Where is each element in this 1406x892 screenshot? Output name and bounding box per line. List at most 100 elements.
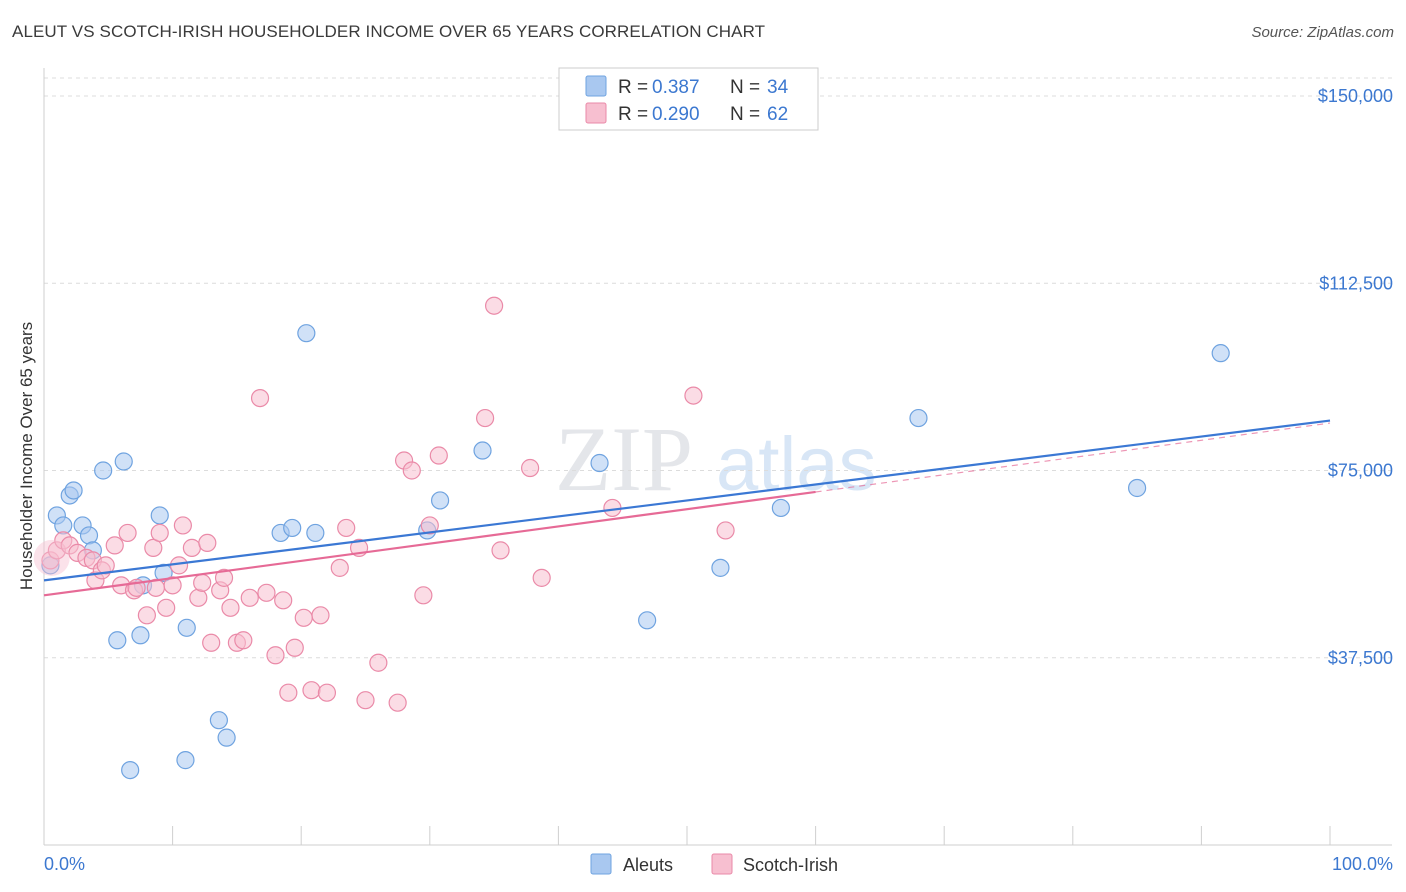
legend-scotch-irish-swatch xyxy=(711,853,733,875)
scotch-irish-point xyxy=(279,683,298,702)
axes xyxy=(43,68,1392,846)
scotch-irish-point xyxy=(420,516,439,535)
scotch-irish-points xyxy=(33,296,735,712)
scotch-irish-r-value: 0.290 xyxy=(652,104,700,125)
scotch-irish-point xyxy=(317,683,337,702)
scotch-irish-trend-extension xyxy=(815,422,1331,493)
y-tick-label: $112,500 xyxy=(1319,273,1393,293)
scotch-irish-point xyxy=(414,586,433,605)
scotch-irish-trend-line xyxy=(43,490,816,597)
aleut-point xyxy=(79,526,99,545)
legend-scotch-irish-label: Scotch-Irish xyxy=(743,855,838,875)
scotch-irish-point xyxy=(173,516,192,535)
aleut-point xyxy=(114,452,133,471)
aleut-n-label: N = xyxy=(730,77,760,98)
x-tick-label: 100.0% xyxy=(1332,854,1393,874)
scotch-irish-point xyxy=(150,523,169,543)
aleut-point xyxy=(590,453,609,473)
scotch-irish-point xyxy=(96,556,115,575)
scotch-irish-point xyxy=(532,568,551,587)
aleut-point xyxy=(131,626,150,645)
scotch-irish-point xyxy=(118,523,137,543)
legend-aleut-label: Aleuts xyxy=(623,855,673,875)
scotch-irish-point xyxy=(302,681,321,700)
scotch-irish-point xyxy=(285,638,304,657)
scotch-irish-point xyxy=(521,458,540,478)
aleut-point xyxy=(154,563,173,582)
x-ticks xyxy=(172,826,1331,845)
scotch-irish-point xyxy=(221,598,240,617)
y-tick-label: $150,000 xyxy=(1318,86,1393,106)
scotch-irish-point xyxy=(716,521,735,540)
scotch-irish-point xyxy=(234,631,253,650)
scotch-irish-point xyxy=(189,588,208,607)
scotch-irish-point xyxy=(214,568,234,587)
scotch-irish-point xyxy=(356,691,375,710)
stats-legend: R = 0.387 N = 34 R = 0.290 N = 62 xyxy=(558,67,819,131)
scotch-irish-point xyxy=(311,606,330,625)
scotch-irish-point xyxy=(240,588,259,607)
aleut-point xyxy=(306,523,325,543)
aleut-point xyxy=(473,441,492,460)
scotch-irish-point xyxy=(429,446,448,465)
y-tick-label: $75,000 xyxy=(1328,461,1393,481)
aleut-point xyxy=(177,618,196,637)
aleut-point xyxy=(209,711,228,730)
aleut-point xyxy=(108,631,127,650)
scotch-irish-swatch xyxy=(585,102,607,124)
scotch-irish-point xyxy=(257,583,276,602)
scotch-irish-n-value: 62 xyxy=(767,104,788,125)
scotch-irish-point xyxy=(491,541,510,560)
aleut-point xyxy=(1211,344,1230,363)
scotch-irish-point xyxy=(202,633,221,652)
aleut-point xyxy=(150,506,169,525)
aleut-point xyxy=(638,611,657,630)
scotch-irish-point xyxy=(369,653,388,672)
aleut-n-value: 34 xyxy=(767,77,789,98)
aleut-point xyxy=(711,558,730,577)
trend-lines xyxy=(43,419,1331,597)
scotch-irish-point xyxy=(105,536,124,555)
scotch-irish-point xyxy=(337,518,356,538)
scotch-irish-r-label: R = xyxy=(618,104,648,125)
scotch-irish-point xyxy=(266,646,285,665)
aleut-point xyxy=(94,461,113,480)
aleut-point xyxy=(1127,478,1147,498)
aleut-r-label: R = xyxy=(618,77,648,98)
legend-aleut-swatch xyxy=(590,853,612,875)
scotch-irish-point xyxy=(402,461,421,480)
aleut-point xyxy=(771,498,790,518)
watermark-zip: ZIP xyxy=(555,408,693,510)
y-tick-labels: $37,500 $75,000 $112,500 $150,000 xyxy=(1318,86,1393,668)
aleut-trend-line xyxy=(43,419,1331,582)
aleut-point xyxy=(909,408,928,428)
scotch-irish-point xyxy=(163,576,182,595)
aleut-point xyxy=(217,728,236,747)
aleut-r-value: 0.387 xyxy=(652,77,700,98)
x-tick-label: 0.0% xyxy=(44,854,85,874)
chart-title: ALEUT VS SCOTCH-IRISH HOUSEHOLDER INCOME… xyxy=(12,22,766,41)
scotch-irish-point xyxy=(388,693,407,712)
scotch-irish-point xyxy=(294,608,313,627)
scotch-irish-point xyxy=(198,533,217,553)
scotch-irish-point xyxy=(137,606,156,625)
aleut-point xyxy=(430,491,450,510)
y-tick-label: $37,500 xyxy=(1328,648,1393,668)
scotch-irish-point xyxy=(485,296,504,315)
scotch-irish-point xyxy=(193,573,212,592)
source-credit: Source: ZipAtlas.com xyxy=(1251,24,1394,41)
aleut-swatch xyxy=(585,75,607,97)
x-tick-labels: 0.0% 100.0% xyxy=(44,854,1393,874)
scotch-irish-point xyxy=(475,408,495,428)
y-axis-label: Householder Income Over 65 years xyxy=(17,322,36,590)
aleut-point xyxy=(176,751,195,770)
aleut-points xyxy=(41,324,1230,780)
aleut-point xyxy=(283,518,302,538)
scotch-irish-n-label: N = xyxy=(730,104,760,125)
aleut-point xyxy=(121,760,140,780)
scotch-irish-point xyxy=(330,558,349,577)
scotch-irish-point xyxy=(157,598,176,617)
scotch-irish-point xyxy=(274,591,293,610)
scotch-irish-point xyxy=(684,386,703,405)
